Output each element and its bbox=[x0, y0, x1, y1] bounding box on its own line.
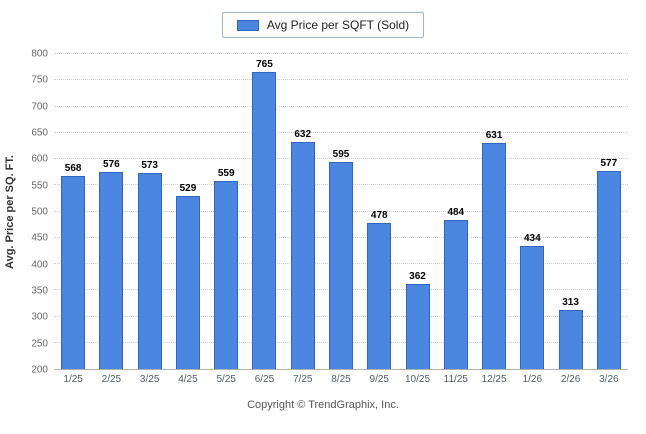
gridline bbox=[54, 158, 628, 159]
legend-label: Avg Price per SQFT (Sold) bbox=[266, 18, 410, 32]
bar-group: 559 bbox=[207, 54, 245, 369]
bar-group: 529 bbox=[169, 54, 207, 369]
y-tick-label: 400 bbox=[31, 259, 48, 271]
y-tick-label: 250 bbox=[31, 338, 48, 350]
bar bbox=[596, 171, 621, 369]
y-tick-label: 350 bbox=[31, 285, 48, 297]
bar-group: 568 bbox=[54, 54, 92, 369]
bar bbox=[328, 161, 353, 369]
bar bbox=[290, 142, 315, 369]
bar-group: 765 bbox=[245, 54, 283, 369]
bar-value-label: 632 bbox=[294, 129, 312, 141]
y-tick-label: 750 bbox=[31, 74, 48, 86]
bar bbox=[558, 309, 583, 369]
x-tick-label: 12/25 bbox=[481, 374, 507, 385]
x-tick-label: 8/25 bbox=[331, 374, 351, 385]
y-tick-label: 300 bbox=[31, 311, 48, 323]
y-tick-label: 700 bbox=[31, 101, 48, 113]
plot-area: 568 576 573 529 559 765 632 595 478 362 484 631 434 3… bbox=[54, 53, 628, 370]
bar-group: 632 bbox=[284, 54, 322, 369]
x-tick-label: 6/25 bbox=[254, 374, 275, 385]
bar-group: 577 bbox=[590, 54, 628, 369]
bar bbox=[482, 142, 507, 369]
x-tick-label: 2/26 bbox=[560, 374, 581, 385]
bar-group: 478 bbox=[360, 54, 398, 369]
bar bbox=[367, 223, 392, 369]
bar-value-label: 631 bbox=[485, 129, 503, 141]
y-tick-label: 650 bbox=[31, 127, 48, 139]
bar bbox=[99, 171, 124, 369]
bar-value-label: 765 bbox=[256, 59, 273, 71]
bar-group: 631 bbox=[475, 54, 513, 369]
chart: Avg. Price per SQ. FT. 200 250 300 350 400 45… bbox=[0, 49, 628, 376]
bar-group: 362 bbox=[398, 54, 436, 369]
bar-value-label: 484 bbox=[447, 206, 465, 218]
bar bbox=[137, 173, 162, 369]
bar-value-label: 577 bbox=[600, 158, 618, 170]
bar-value-label: 313 bbox=[562, 296, 579, 308]
y-tick-label: 800 bbox=[31, 48, 48, 60]
bar bbox=[443, 219, 468, 369]
bar-value-label: 576 bbox=[103, 158, 120, 170]
y-tick-label: 550 bbox=[31, 180, 48, 192]
gridline bbox=[54, 131, 628, 133]
bar-group: 573 bbox=[131, 54, 169, 369]
bar-value-label: 478 bbox=[370, 210, 388, 222]
legend-swatch-icon bbox=[236, 19, 259, 31]
x-tick-label: 11/25 bbox=[443, 374, 468, 385]
x-tick-label: 3/25 bbox=[139, 374, 160, 385]
x-tick-label: 5/25 bbox=[216, 374, 236, 385]
bar-value-label: 568 bbox=[64, 162, 82, 174]
bars: 568 576 573 529 559 765 632 595 478 362 484 631 434 3… bbox=[54, 54, 628, 369]
bar-value-label: 559 bbox=[217, 167, 235, 179]
y-axis-title: Avg. Price per SQ. FT. bbox=[4, 155, 16, 269]
x-tick-label: 7/25 bbox=[292, 374, 313, 385]
bar-group: 434 bbox=[513, 54, 551, 369]
bar-value-label: 529 bbox=[179, 183, 197, 195]
gridline bbox=[54, 53, 628, 54]
legend: Avg Price per SQFT (Sold) bbox=[221, 12, 425, 38]
bar-group: 595 bbox=[322, 54, 360, 369]
x-tick-label: 1/25 bbox=[63, 374, 83, 385]
y-axis-title-cell: Avg. Price per SQ. FT. bbox=[0, 54, 20, 370]
gridline bbox=[54, 79, 628, 81]
x-tick-label: 2/25 bbox=[101, 374, 122, 385]
x-tick-label: 1/26 bbox=[522, 374, 543, 385]
y-tick-label: 450 bbox=[31, 232, 48, 244]
x-axis-labels: 1/25 2/25 3/25 4/25 5/25 6/25 7/25 8/25 9/25 10/2… bbox=[54, 374, 628, 385]
x-tick-label: 4/25 bbox=[178, 374, 198, 385]
bar bbox=[520, 246, 545, 369]
bar-value-label: 362 bbox=[409, 270, 426, 282]
x-tick-label: 9/25 bbox=[369, 374, 389, 385]
y-tick-label: 500 bbox=[31, 206, 48, 218]
bar-group: 313 bbox=[551, 54, 589, 369]
y-tick-label: 600 bbox=[31, 153, 48, 165]
x-tick-label: 10/25 bbox=[405, 374, 431, 385]
bar-group: 484 bbox=[437, 54, 475, 369]
bar-value-label: 595 bbox=[332, 148, 350, 160]
y-tick-label: 200 bbox=[31, 364, 48, 376]
y-axis-ticks: 200 250 300 350 400 450 500 550 600 650 700 750 800 bbox=[20, 49, 54, 376]
bar bbox=[175, 196, 200, 369]
gridline bbox=[54, 105, 628, 107]
bar bbox=[405, 283, 430, 369]
bar-value-label: 434 bbox=[523, 233, 541, 245]
copyright-text: Copyright © TrendGraphix, Inc. bbox=[247, 399, 399, 411]
bar bbox=[214, 180, 239, 369]
bar-group: 576 bbox=[92, 54, 130, 369]
bar bbox=[61, 175, 86, 369]
bar-value-label: 573 bbox=[141, 160, 158, 172]
bar bbox=[252, 72, 277, 369]
x-tick-label: 3/26 bbox=[599, 374, 619, 385]
